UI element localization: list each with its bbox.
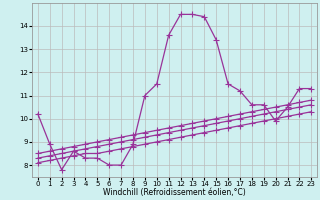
X-axis label: Windchill (Refroidissement éolien,°C): Windchill (Refroidissement éolien,°C) [103,188,246,197]
